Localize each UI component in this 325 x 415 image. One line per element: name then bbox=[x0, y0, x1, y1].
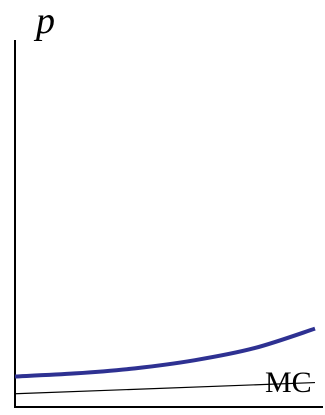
y-axis-label: p bbox=[33, 0, 55, 42]
series-layer bbox=[14, 326, 316, 395]
axes bbox=[14, 40, 323, 408]
mc-line bbox=[14, 381, 316, 395]
demand-curve bbox=[14, 326, 316, 379]
mc-curve-label: MC bbox=[265, 366, 312, 399]
